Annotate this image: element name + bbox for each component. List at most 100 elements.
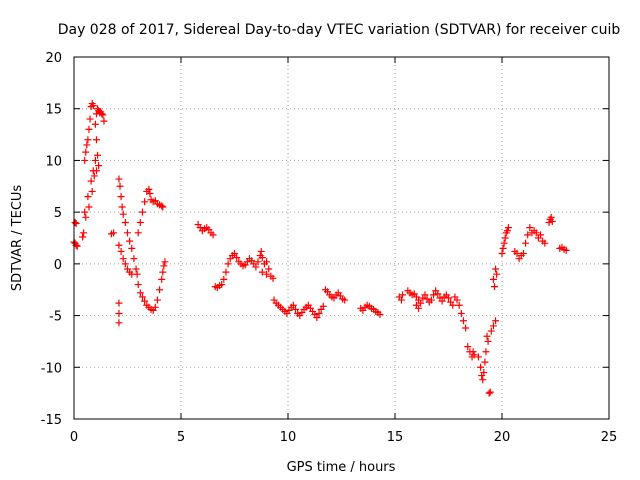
data-point <box>145 185 153 193</box>
data-point <box>547 213 555 221</box>
data-point <box>313 314 321 322</box>
data-point <box>84 136 92 144</box>
data-point <box>397 296 405 304</box>
x-tick-label: 0 <box>70 430 78 445</box>
data-point <box>501 234 509 242</box>
data-point <box>263 270 271 278</box>
data-point <box>82 213 90 221</box>
data-point <box>500 239 508 247</box>
data-point <box>504 224 512 232</box>
x-tick-label: 25 <box>601 430 618 445</box>
data-points <box>70 100 570 397</box>
y-tick-label: 15 <box>45 103 62 118</box>
data-point <box>480 368 488 376</box>
data-point <box>138 293 146 301</box>
data-point <box>79 233 87 241</box>
data-point <box>474 353 482 361</box>
data-point <box>132 265 140 273</box>
data-point <box>545 218 553 226</box>
data-point <box>526 224 534 232</box>
data-point <box>254 258 262 266</box>
data-point <box>522 239 530 247</box>
x-tick-label: 10 <box>280 430 297 445</box>
data-point <box>289 301 297 309</box>
x-tick-label: 5 <box>177 430 185 445</box>
data-point <box>417 299 425 307</box>
data-point <box>146 190 154 198</box>
data-point <box>89 102 97 110</box>
data-point <box>116 182 124 190</box>
data-point <box>233 254 241 262</box>
data-point <box>470 351 478 359</box>
data-point <box>121 218 129 226</box>
data-point <box>92 167 100 175</box>
data-point <box>562 246 570 254</box>
y-tick-label: -15 <box>41 413 62 428</box>
data-point <box>90 172 98 180</box>
data-point <box>315 310 323 318</box>
x-tick-label: 20 <box>494 430 511 445</box>
data-point <box>499 244 507 252</box>
x-tick-label: 15 <box>387 430 404 445</box>
data-point <box>453 296 461 304</box>
data-point <box>445 294 452 302</box>
data-point <box>519 250 527 258</box>
y-tick-label: 5 <box>54 206 62 221</box>
data-point <box>427 296 435 304</box>
data-point <box>124 229 131 237</box>
data-point <box>498 250 506 258</box>
data-point <box>457 310 465 318</box>
data-point <box>158 202 166 210</box>
data-point <box>492 317 500 325</box>
data-point <box>492 265 500 273</box>
data-point <box>479 376 487 384</box>
data-point <box>218 281 226 289</box>
data-point <box>98 110 106 118</box>
data-point <box>85 125 93 133</box>
data-point <box>341 296 349 304</box>
data-point <box>128 270 136 278</box>
data-point <box>537 231 545 239</box>
data-point <box>160 262 168 270</box>
data-point <box>121 260 129 268</box>
data-point <box>134 229 142 237</box>
data-point <box>464 343 472 351</box>
data-point <box>73 242 81 250</box>
data-point <box>92 136 100 144</box>
data-point <box>263 258 271 266</box>
y-tick-label: 0 <box>54 258 62 273</box>
data-point <box>462 324 470 332</box>
data-point <box>136 289 144 297</box>
data-point <box>100 117 108 125</box>
data-point <box>224 260 232 268</box>
data-point <box>118 203 126 211</box>
data-point <box>541 239 549 247</box>
data-point <box>115 299 123 307</box>
data-point <box>71 218 79 226</box>
data-point <box>398 291 406 299</box>
y-tick-label: 20 <box>45 51 62 66</box>
y-tick-label: 10 <box>45 154 62 169</box>
data-point <box>161 258 169 266</box>
data-point <box>94 151 102 159</box>
data-point <box>159 203 167 211</box>
data-point <box>151 303 159 311</box>
data-point <box>269 274 277 282</box>
data-point <box>119 255 127 263</box>
data-point <box>159 268 167 276</box>
data-point <box>489 322 497 330</box>
data-point <box>532 229 540 237</box>
data-point <box>291 305 299 313</box>
data-point <box>503 227 511 235</box>
data-point <box>141 198 149 206</box>
data-point <box>87 177 95 185</box>
data-point <box>491 283 499 291</box>
data-point <box>115 319 123 327</box>
data-point <box>138 208 146 216</box>
x-tick-labels: 0 5 10 15 20 25 <box>70 430 617 445</box>
x-axis-label: GPS time / hours <box>287 460 396 475</box>
plot-frame <box>73 56 610 420</box>
data-point <box>484 337 492 345</box>
data-point <box>486 388 494 396</box>
